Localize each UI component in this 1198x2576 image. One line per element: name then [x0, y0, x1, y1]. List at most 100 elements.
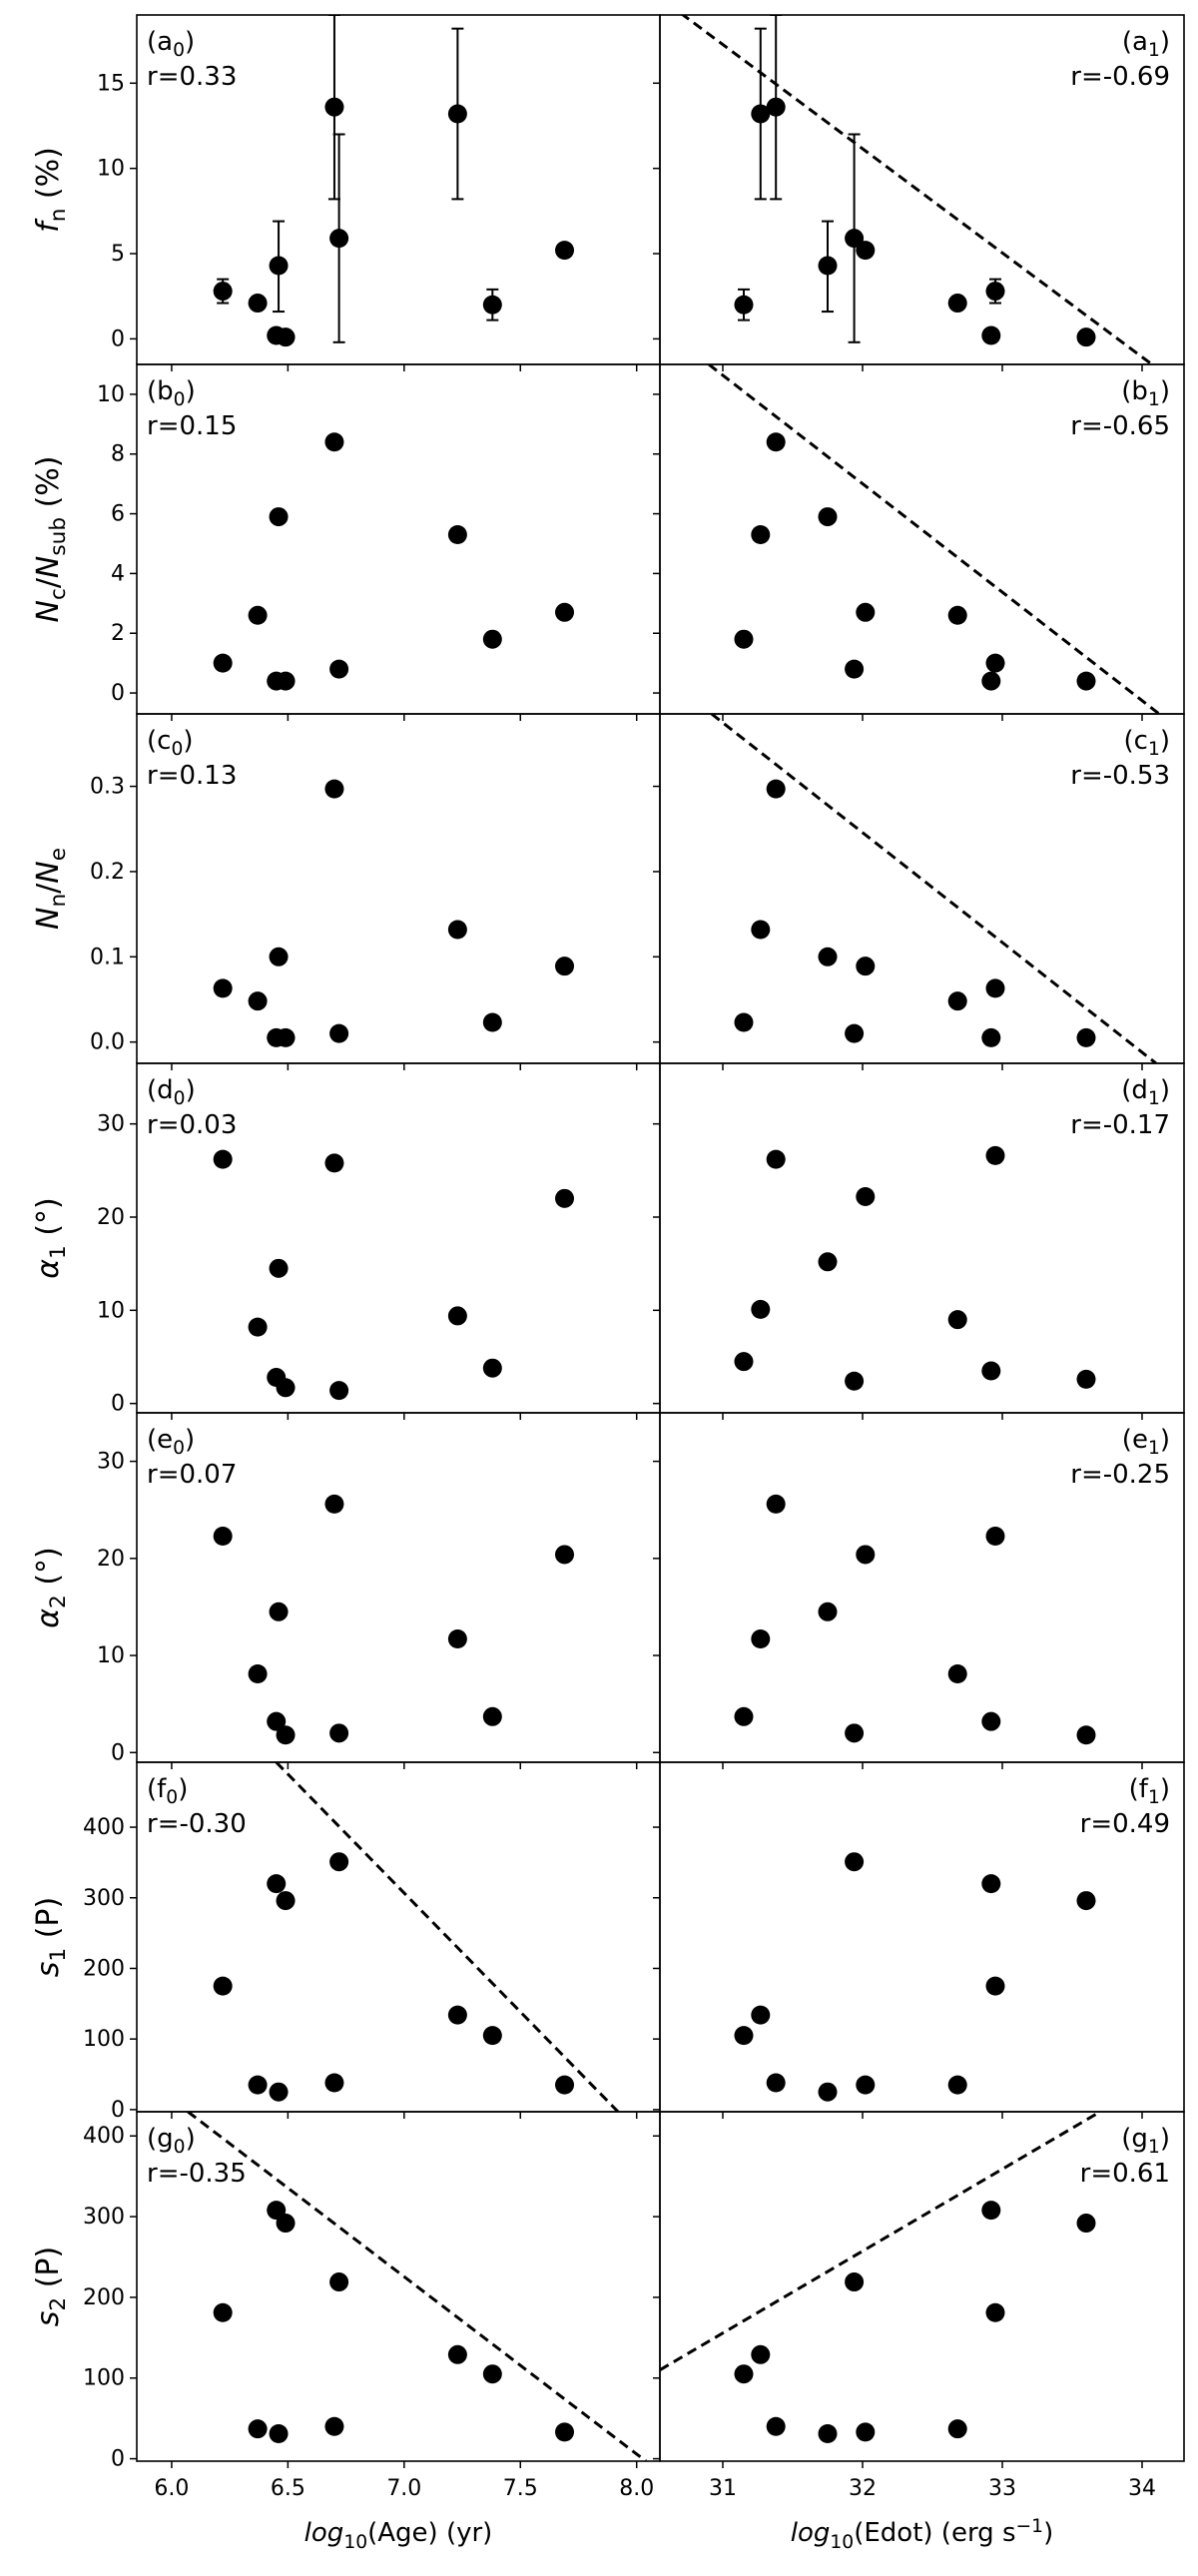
data-point — [324, 1494, 344, 1514]
data-point — [818, 1602, 838, 1621]
data-point — [1076, 1891, 1096, 1911]
axes-frame — [659, 2111, 1185, 2462]
data-point — [751, 104, 771, 124]
correlation-label: r=0.33 — [147, 62, 237, 92]
data-point — [269, 947, 289, 966]
data-point — [482, 2364, 502, 2384]
data-points — [734, 15, 1096, 347]
data-point — [766, 779, 786, 799]
data-point — [856, 2075, 876, 2095]
y-tick-label: 400 — [83, 2124, 125, 2149]
data-point — [734, 1012, 754, 1032]
x-tick-label: 7.5 — [503, 2476, 538, 2501]
data-point — [818, 507, 838, 527]
data-point — [324, 432, 344, 452]
correlation-label: r=-0.65 — [1070, 411, 1170, 441]
data-points — [213, 15, 575, 347]
panel-label: (f1) — [1129, 1774, 1170, 1808]
data-point — [845, 1723, 865, 1743]
data-point — [751, 2344, 771, 2364]
data-point — [276, 1891, 296, 1911]
data-point — [329, 1852, 349, 1872]
data-point — [766, 2073, 786, 2093]
panel-b0: 0 2 4 6 8 10 (b0)r=0.15 Nc​/Nsub​ (%) — [31, 363, 661, 721]
data-point — [213, 1526, 233, 1546]
panel-a0: 0 5 10 15 (a0)r=0.33 fn​ (%) — [31, 14, 661, 371]
data-point — [447, 525, 467, 545]
data-point — [276, 1378, 296, 1398]
panel-label: (b1) — [1121, 376, 1170, 410]
data-point — [818, 947, 838, 966]
correlation-label: r=-0.69 — [1070, 62, 1170, 92]
y-tick-label: 100 — [83, 2027, 125, 2052]
correlation-label: r=0.49 — [1080, 1809, 1170, 1839]
data-point — [269, 1258, 289, 1278]
y-axis-label: α1​ (°) — [31, 1197, 71, 1278]
data-point — [766, 2416, 786, 2436]
data-point — [856, 2422, 876, 2442]
data-points — [213, 1852, 575, 2102]
data-point — [482, 295, 502, 315]
data-point — [985, 2302, 1005, 2322]
data-point — [248, 991, 268, 1011]
data-point — [447, 1629, 467, 1649]
panel-f0: 0 100 200 300 400 (f0)r=-0.30 s1​ (P) — [31, 1761, 661, 2123]
data-point — [856, 241, 876, 261]
data-point — [267, 1874, 287, 1894]
data-point — [856, 1186, 876, 1206]
data-point — [947, 294, 967, 314]
data-point — [734, 1352, 754, 1372]
data-point — [981, 1361, 1001, 1381]
x-tick-label: 33 — [988, 2476, 1016, 2501]
y-tick-label: 5 — [111, 242, 125, 267]
panel-c1: (c1)r=-0.53 — [653, 713, 1185, 1070]
correlation-label: r=-0.35 — [147, 2159, 247, 2189]
y-tick-label: 200 — [83, 1956, 125, 1981]
data-point — [329, 1023, 349, 1043]
data-point — [324, 2073, 344, 2093]
data-point — [985, 282, 1005, 302]
y-tick-label: 6 — [111, 502, 125, 527]
data-point — [213, 282, 233, 302]
y-tick-label: 100 — [83, 2366, 125, 2391]
panel-label: (g1) — [1121, 2124, 1170, 2158]
data-point — [269, 256, 289, 276]
data-point — [734, 629, 754, 649]
data-point — [981, 1874, 1001, 1894]
data-point — [818, 2424, 838, 2444]
panel-d1: (d1)r=-0.17 — [653, 1062, 1185, 1420]
data-point — [213, 1149, 233, 1169]
data-point — [981, 325, 1001, 345]
data-point — [555, 241, 575, 261]
data-points — [213, 432, 575, 691]
y-tick-label: 30 — [97, 1112, 125, 1137]
panel-label: (d0) — [147, 1075, 196, 1109]
x-tick-label: 34 — [1128, 2476, 1156, 2501]
data-point — [947, 1664, 967, 1684]
data-point — [447, 1306, 467, 1326]
data-point — [324, 97, 344, 117]
data-point — [329, 2272, 349, 2292]
y-tick-label: 0 — [111, 1740, 125, 1765]
panel-label: (c0) — [147, 726, 194, 760]
panel-label: (b0) — [147, 376, 196, 410]
data-point — [482, 1706, 502, 1726]
data-point — [276, 1725, 296, 1745]
data-point — [947, 2075, 967, 2095]
data-point — [845, 229, 865, 249]
y-axis-label: α2​ (°) — [31, 1547, 71, 1627]
y-tick-label: 200 — [83, 2285, 125, 2310]
correlation-label: r=0.61 — [1080, 2159, 1170, 2189]
data-point — [269, 507, 289, 527]
data-point — [213, 653, 233, 673]
data-point — [856, 957, 876, 976]
correlation-label: r=-0.53 — [1070, 761, 1170, 791]
data-point — [985, 1976, 1005, 1996]
data-point — [329, 1381, 349, 1401]
panel-label: (a0) — [147, 27, 195, 61]
panel-g0: 0 100 200 300 400 6.0 6.5 7.0 7.5 8.0 (g0)r=-0.35 s… — [31, 2111, 661, 2553]
data-point — [248, 1664, 268, 1684]
data-point — [555, 1545, 575, 1565]
data-point — [329, 1723, 349, 1743]
y-tick-label: 10 — [97, 1298, 125, 1323]
